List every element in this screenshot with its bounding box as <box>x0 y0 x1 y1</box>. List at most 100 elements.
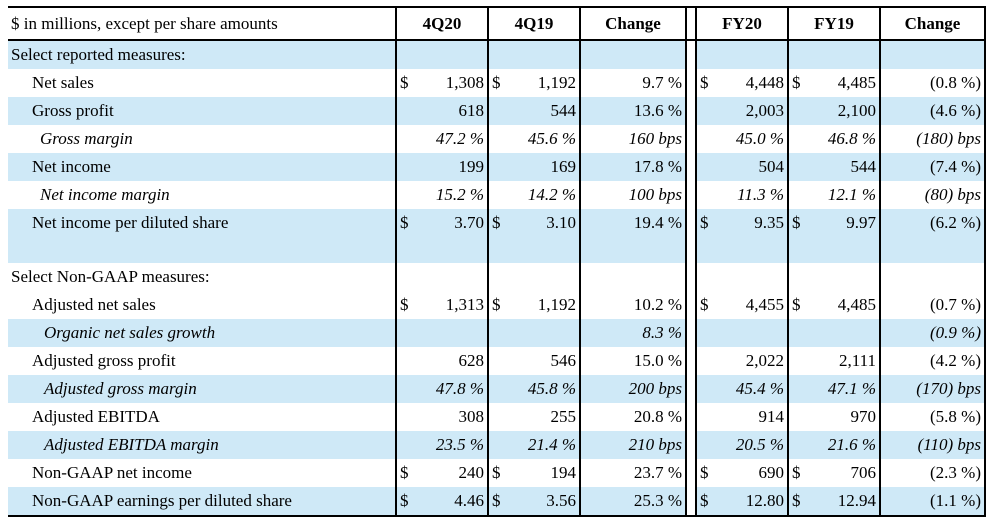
cell-value-wrap: 308 <box>400 403 485 431</box>
column-gap <box>685 125 696 153</box>
empty-cell <box>787 40 880 69</box>
cell-value-wrap: 47.2 % <box>400 125 484 153</box>
column-gap <box>685 69 696 97</box>
cell-year-change: (0.9 %) <box>879 319 986 347</box>
cell-fy20: 2,003 <box>695 97 788 125</box>
cell-year-change: (0.7 %) <box>879 291 986 319</box>
cell-value: 3.56 <box>546 491 576 510</box>
cell-value-wrap: $1,192 <box>492 69 576 97</box>
cell-value-wrap: $1,192 <box>492 291 576 319</box>
currency-symbol: $ <box>492 295 501 314</box>
cell-fy20: 45.4 % <box>695 375 788 403</box>
table-body: Select reported measures: Net sales $1,308… <box>8 40 986 517</box>
cell-fy19: 46.8 % <box>787 125 880 153</box>
cell-value-wrap: $1,308 <box>400 69 484 97</box>
row-label: Adjusted gross margin <box>8 375 396 403</box>
currency-symbol: $ <box>700 73 709 92</box>
cell-fy19: 970 <box>787 403 880 431</box>
cell-value-wrap: 21.6 % <box>792 431 876 459</box>
table-row: Adjusted gross profit 628 546 15.0 % 2,022 2,… <box>8 347 986 375</box>
cell-fy19: 47.1 % <box>787 375 880 403</box>
cell-4q20: 15.2 % <box>395 181 488 209</box>
cell-value: 21.6 % <box>827 435 876 454</box>
cell-value-wrap: 2,003 <box>700 97 784 125</box>
cell-value-wrap: $194 <box>492 459 576 487</box>
cell-fy19: 544 <box>787 153 880 181</box>
cell-value: 199 <box>458 157 485 176</box>
cell-value: 1,313 <box>445 295 484 314</box>
cell-value: 546 <box>550 351 577 370</box>
row-label: Non-GAAP net income <box>32 463 192 482</box>
cell-value-wrap: $1,313 <box>400 291 484 319</box>
currency-symbol: $ <box>792 295 801 314</box>
column-gap <box>685 6 696 41</box>
cell-value: 2,022 <box>745 351 784 370</box>
empty-cell <box>395 263 488 291</box>
table-row: Adjusted EBITDA 308 255 20.8 % 914 970 (5.8 %) <box>8 403 986 431</box>
cell-value-wrap: 47.1 % <box>792 375 876 403</box>
cell-value: 255 <box>550 407 577 426</box>
column-gap <box>685 209 696 237</box>
cell-value: 9.35 <box>754 213 784 232</box>
cell-year-change: (6.2 %) <box>879 209 986 237</box>
table-row: Net income per diluted share $3.70 $3.10 19… <box>8 209 986 237</box>
currency-symbol: $ <box>400 463 409 482</box>
cell-4q20: 47.8 % <box>395 375 488 403</box>
cell-fy19 <box>787 319 880 347</box>
cell-fy19: $706 <box>787 459 880 487</box>
cell-year-change: (1.1 %) <box>879 487 986 517</box>
empty-cell <box>395 40 488 69</box>
column-gap <box>685 431 696 459</box>
cell-value-wrap: 2,111 <box>792 347 876 375</box>
cell-value-wrap: 21.4 % <box>492 431 576 459</box>
cell-value: 9.97 <box>846 213 876 232</box>
cell-value: 45.6 % <box>527 129 576 148</box>
cell-year-change: (80) bps <box>879 181 986 209</box>
cell-value: 544 <box>850 157 877 176</box>
cell-value-wrap: $4,485 <box>792 69 876 97</box>
cell-fy19: 21.6 % <box>787 431 880 459</box>
cell-value: 12.94 <box>837 491 876 510</box>
row-label: Non-GAAP earnings per diluted share <box>8 487 396 517</box>
cell-4q20: 199 <box>395 153 488 181</box>
cell-value-wrap: 45.0 % <box>700 125 784 153</box>
cell-value-wrap: $12.94 <box>792 487 876 514</box>
cell-quarter-change: 100 bps <box>579 181 686 209</box>
section-row-reported: Select reported measures: <box>8 40 986 69</box>
cell-value: 47.8 % <box>435 379 484 398</box>
section-heading: Select reported measures: <box>8 40 396 69</box>
cell-4q19: $3.10 <box>487 209 580 237</box>
cell-fy19: $4,485 <box>787 291 880 319</box>
cell-4q19: 14.2 % <box>487 181 580 209</box>
row-label: Gross margin <box>40 129 133 148</box>
row-label: Net sales <box>32 73 94 92</box>
cell-4q19: 21.4 % <box>487 431 580 459</box>
cell-value-wrap: 20.5 % <box>700 431 784 459</box>
cell-4q19: 546 <box>487 347 580 375</box>
row-label: Net income margin <box>40 185 170 204</box>
cell-fy20: 914 <box>695 403 788 431</box>
cell-4q20: $1,308 <box>395 69 488 97</box>
cell-value-wrap: 2,100 <box>792 97 876 125</box>
empty-cell <box>579 237 686 263</box>
table-row: Adjusted EBITDA margin 23.5 % 21.4 % 210 bp… <box>8 431 986 459</box>
cell-value-wrap: $4,455 <box>700 291 784 319</box>
table-row: Gross margin 47.2 % 45.6 % 160 bps 45.0 % 46.… <box>8 125 986 153</box>
cell-fy20: $690 <box>695 459 788 487</box>
cell-year-change: (0.8 %) <box>879 69 986 97</box>
table-row: Adjusted gross margin 47.8 % 45.8 % 200 bps… <box>8 375 986 403</box>
header-row: $ in millions, except per share amounts … <box>8 6 986 41</box>
cell-value-wrap: 14.2 % <box>492 181 576 209</box>
cell-value: 240 <box>458 463 485 482</box>
cell-year-change: (170) bps <box>879 375 986 403</box>
col-header-4q19: 4Q19 <box>487 6 580 41</box>
empty-cell <box>879 263 986 291</box>
cell-value: 12.80 <box>745 491 784 510</box>
financial-summary-table: $ in millions, except per share amounts … <box>8 6 986 517</box>
cell-value: 23.5 % <box>435 435 484 454</box>
empty-cell <box>879 237 986 263</box>
cell-value: 706 <box>850 463 877 482</box>
col-header-fy19: FY19 <box>787 6 880 41</box>
cell-year-change: (7.4 %) <box>879 153 986 181</box>
cell-value-wrap: $3.70 <box>400 209 484 237</box>
